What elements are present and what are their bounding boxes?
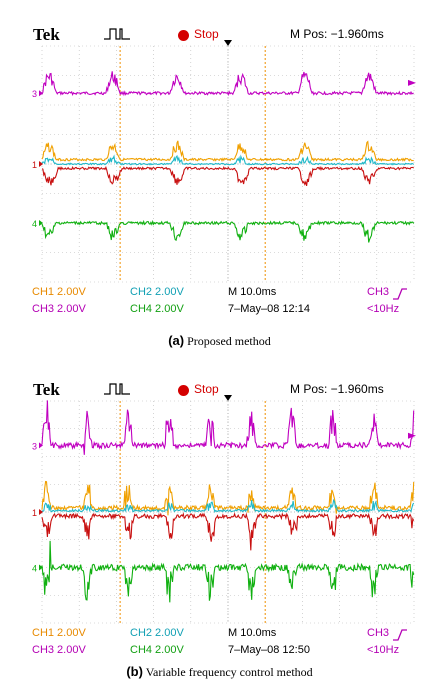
ch4-marker: 4: [32, 564, 37, 574]
trigger-level-marker: [408, 79, 416, 86]
stop-indicator-icon: [178, 385, 189, 396]
ch2-scale: CH2 2.00V: [130, 627, 184, 639]
waveform-ch4: [41, 219, 415, 243]
ch4-scale: CH4 2.00V: [130, 303, 184, 315]
brand-logo: Tek: [33, 380, 60, 399]
ch4-marker-arrow: [39, 220, 43, 226]
trigger-frequency: <10Hz: [367, 644, 400, 656]
ch1-marker: 1: [32, 160, 37, 170]
ch1-marker-arrow: [39, 509, 43, 515]
trigger-slope-icon: [393, 629, 407, 641]
acquisition-status: Stop: [194, 382, 219, 396]
waveform-ch1-burst: [41, 165, 415, 187]
ch1-scale: CH1 2.00V: [32, 286, 86, 298]
figure-caption-b: (b) Variable frequency control method: [0, 664, 439, 680]
timebase: M 10.0ms: [228, 627, 277, 639]
timebase: M 10.0ms: [228, 286, 277, 298]
graticule: 3 1 4: [32, 40, 416, 283]
caption-letter: (b): [126, 664, 143, 679]
ch3-marker-arrow: [39, 90, 43, 97]
figure-caption-a: (a) Proposed method: [0, 333, 439, 349]
trigger-slope-icon: [393, 288, 407, 300]
scope-header: Tek Stop M Pos: −1.960ms: [32, 379, 416, 401]
ch3-marker: 3: [32, 89, 37, 99]
waveform-display: 3 1 4: [32, 395, 416, 624]
horizontal-position: M Pos: −1.960ms: [290, 27, 384, 41]
trigger-mode-icon: [104, 28, 130, 40]
waveform-ch2: [41, 498, 415, 513]
ch4-marker-arrow: [39, 564, 43, 571]
stop-indicator-icon: [178, 30, 189, 41]
acquisition-status: Stop: [194, 27, 219, 41]
ch3-scale: CH3 2.00V: [32, 303, 86, 315]
trigger-position-marker: [224, 395, 232, 401]
trigger-frequency: <10Hz: [367, 303, 400, 315]
waveform-ch1: [41, 140, 414, 163]
brand-logo: Tek: [33, 25, 60, 44]
trigger-mode-icon: [104, 383, 130, 395]
waveform-ch1-burst: [41, 512, 415, 551]
caption-text: Proposed method: [184, 334, 271, 348]
waveform-ch4: [41, 540, 415, 603]
ch1-marker-arrow: [39, 161, 43, 167]
ch3-marker: 3: [32, 441, 37, 451]
scope-header: Tek Stop M Pos: −1.960ms: [32, 24, 416, 46]
waveform-ch3: [41, 71, 414, 97]
caption-letter: (a): [168, 333, 185, 348]
waveform-ch3: [41, 400, 415, 455]
capture-date: 7–May–08 12:14: [228, 303, 310, 315]
ch3-marker-arrow: [39, 442, 43, 449]
scope-panel-b: Tek Stop M Pos: −1.960ms 3 1 4 CH1 2.00V C…: [32, 379, 416, 675]
waveform-ch2: [41, 154, 415, 166]
trigger-position-marker: [224, 40, 232, 46]
trigger-source: CH3: [367, 627, 390, 639]
ch1-marker: 1: [32, 508, 37, 518]
scope-panel-a: Tek Stop M Pos: −1.960ms 3 1 4 CH1 2.00V C…: [32, 24, 416, 320]
ch1-scale: CH1 2.00V: [32, 627, 86, 639]
caption-text: Variable frequency control method: [142, 665, 313, 679]
horizontal-position: M Pos: −1.960ms: [290, 382, 384, 396]
ch2-scale: CH2 2.00V: [130, 286, 184, 298]
trigger-source: CH3: [367, 286, 390, 298]
ch3-scale: CH3 2.00V: [32, 644, 86, 656]
ch4-scale: CH4 2.00V: [130, 644, 184, 656]
capture-date: 7–May–08 12:50: [228, 644, 310, 656]
waveform-display: 3 1 4: [32, 40, 416, 283]
graticule: 3 1 4: [32, 395, 416, 637]
ch4-marker: 4: [32, 219, 37, 229]
